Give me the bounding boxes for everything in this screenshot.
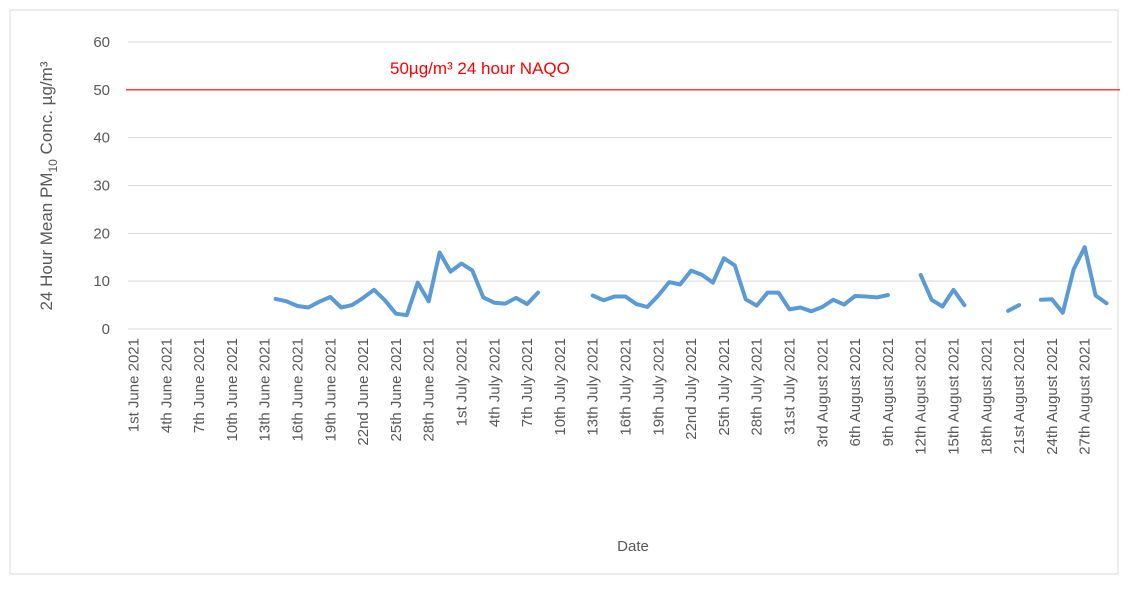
y-label-part: 24 Hour Mean PM xyxy=(37,173,56,311)
x-tick-label: 10th June 2021 xyxy=(224,338,241,441)
y-tick-label: 50 xyxy=(93,82,110,99)
x-tick-label: 15th August 2021 xyxy=(945,338,962,455)
x-tick-label: 31st July 2021 xyxy=(781,338,798,435)
x-tick-label: 25th June 2021 xyxy=(388,338,405,441)
x-tick-label: 13th July 2021 xyxy=(585,338,602,436)
y-tick-label: 40 xyxy=(93,130,110,147)
x-tick-label: 28th June 2021 xyxy=(421,338,438,441)
x-tick-label: 19th July 2021 xyxy=(650,338,667,436)
y-tick-label: 30 xyxy=(93,178,110,195)
x-tick-label: 1st July 2021 xyxy=(453,338,470,426)
x-tick-label: 13th June 2021 xyxy=(257,338,274,441)
x-tick-label: 12th August 2021 xyxy=(913,338,930,455)
x-tick-label: 1st June 2021 xyxy=(125,338,142,432)
y-label-sub: 10 xyxy=(46,159,60,173)
y-axis-label: 24 Hour Mean PM10 Conc. µg/m³ xyxy=(37,61,60,310)
x-tick-label: 22nd July 2021 xyxy=(683,338,700,440)
y-tick-label: 60 xyxy=(93,34,110,51)
x-tick-label: 24th August 2021 xyxy=(1044,338,1061,455)
x-tick-label: 4th July 2021 xyxy=(486,338,503,427)
x-tick-label: 28th July 2021 xyxy=(749,338,766,436)
x-tick-label: 10th July 2021 xyxy=(552,338,569,436)
x-tick-label: 16th July 2021 xyxy=(617,338,634,436)
x-tick-label: 27th August 2021 xyxy=(1077,338,1094,455)
x-tick-label: 21st August 2021 xyxy=(1011,338,1028,454)
x-tick-label: 16th June 2021 xyxy=(289,338,306,441)
x-tick-label: 4th June 2021 xyxy=(158,338,175,433)
reference-label: 50µg/m³ 24 hour NAQO xyxy=(390,59,570,78)
y-tick-label: 10 xyxy=(93,273,110,290)
x-tick-label: 3rd August 2021 xyxy=(814,338,831,447)
x-tick-label: 7th June 2021 xyxy=(191,338,208,433)
x-tick-label: 18th August 2021 xyxy=(978,338,995,455)
x-tick-label: 6th August 2021 xyxy=(847,338,864,446)
series-line xyxy=(273,245,1109,318)
x-tick-label: 7th July 2021 xyxy=(519,338,536,427)
y-label-part: Conc. µg/m³ xyxy=(37,61,56,159)
x-axis-label: Date xyxy=(617,538,649,555)
x-tick-label: 25th July 2021 xyxy=(716,338,733,436)
x-tick-label: 19th June 2021 xyxy=(322,338,339,441)
chart-frame xyxy=(9,9,1119,575)
x-tick-label: 9th August 2021 xyxy=(880,338,897,446)
y-tick-label: 20 xyxy=(93,225,110,242)
y-tick-label: 0 xyxy=(102,321,110,338)
x-tick-label: 22nd June 2021 xyxy=(355,338,372,446)
